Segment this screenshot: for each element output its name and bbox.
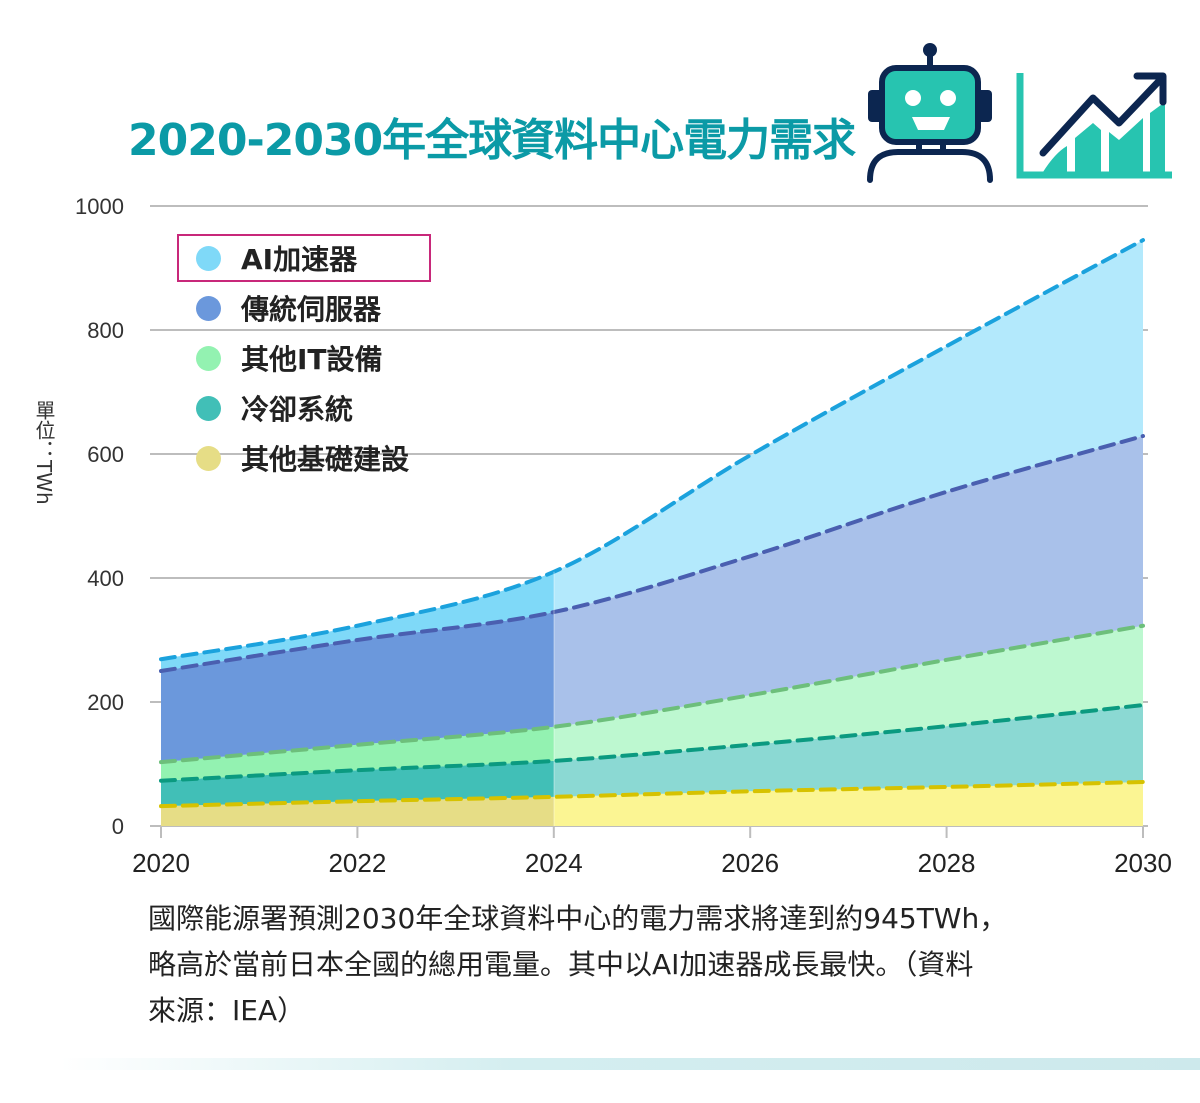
legend-item-ai-accelerator[interactable]: AI加速器 xyxy=(196,238,357,278)
series-line-冷卻系統 xyxy=(159,703,1145,783)
legend-highlight-box xyxy=(177,234,431,282)
series-line-AI加速器 xyxy=(159,238,1145,662)
legend-item-other-infrastructure[interactable]: 其他基礎建設 xyxy=(196,438,409,478)
y-tick-label: 0 xyxy=(112,814,124,839)
x-tick-label: 2022 xyxy=(328,848,386,878)
footer-decoration xyxy=(60,1058,1200,1070)
y-tick-label: 400 xyxy=(87,566,124,591)
stacked-area-chart: 0 200 400 600 800 1000 2020 2022 2024 2026 2028 203… xyxy=(75,194,1172,878)
caption-line: 國際能源署預測2030年全球資料中心的電力需求將達到約945TWh， xyxy=(148,902,1008,935)
x-tick-label: 2028 xyxy=(918,848,976,878)
x-tick-label: 2020 xyxy=(132,848,190,878)
area-其他IT設備-historical xyxy=(161,726,554,781)
legend-swatch xyxy=(196,395,221,421)
caption-line: 來源：IEA） xyxy=(148,994,306,1027)
y-tick-label: 800 xyxy=(87,318,124,343)
series-line-其他IT設備 xyxy=(159,623,1145,765)
x-tick-label: 2026 xyxy=(721,848,779,878)
legend-item-traditional-servers[interactable]: 傳統伺服器 xyxy=(196,288,381,328)
caption: 國際能源署預測2030年全球資料中心的電力需求將達到約945TWh， 略高於當前… xyxy=(148,896,1007,1034)
y-tick-label: 200 xyxy=(87,690,124,715)
legend-label: 其他基礎建設 xyxy=(241,443,410,476)
legend-label: 其他IT設備 xyxy=(241,343,383,376)
y-tick-label: 600 xyxy=(87,442,124,467)
chart-title: 2020-2030年全球資料中心電力需求 xyxy=(128,115,856,166)
legend-swatch xyxy=(196,245,221,271)
robot-icon xyxy=(867,43,993,183)
area-AI加速器-projected xyxy=(554,240,1143,613)
x-tick-label: 2030 xyxy=(1114,848,1172,878)
series-line-傳統伺服器 xyxy=(159,434,1145,673)
y-tick-label: 1000 xyxy=(75,194,124,219)
area-AI加速器-historical xyxy=(161,571,554,671)
area-傳統伺服器-projected xyxy=(554,436,1143,727)
legend-label: 冷卻系統 xyxy=(241,393,354,426)
x-tick-label: 2024 xyxy=(525,848,583,878)
area-其他IT設備-projected xyxy=(554,625,1143,761)
legend-swatch xyxy=(196,445,221,471)
legend-item-other-it[interactable]: 其他IT設備 xyxy=(196,338,383,378)
legend-swatch xyxy=(196,345,221,371)
area-冷卻系統-historical xyxy=(161,760,554,807)
legend-item-cooling[interactable]: 冷卻系統 xyxy=(196,388,353,428)
legend-swatch xyxy=(196,295,221,321)
legend-label: 傳統伺服器 xyxy=(241,293,382,326)
area-傳統伺服器-historical xyxy=(161,612,554,763)
area-冷卻系統-projected xyxy=(554,705,1143,797)
series-line-其他基礎建設 xyxy=(159,779,1145,809)
rising-chart-icon xyxy=(1016,72,1172,179)
y-axis-label: 單位：TWh xyxy=(32,400,56,505)
legend-label: AI加速器 xyxy=(241,243,358,276)
caption-line: 略高於當前日本全國的總用電量。其中以AI加速器成長最快。（資料 xyxy=(148,948,974,981)
